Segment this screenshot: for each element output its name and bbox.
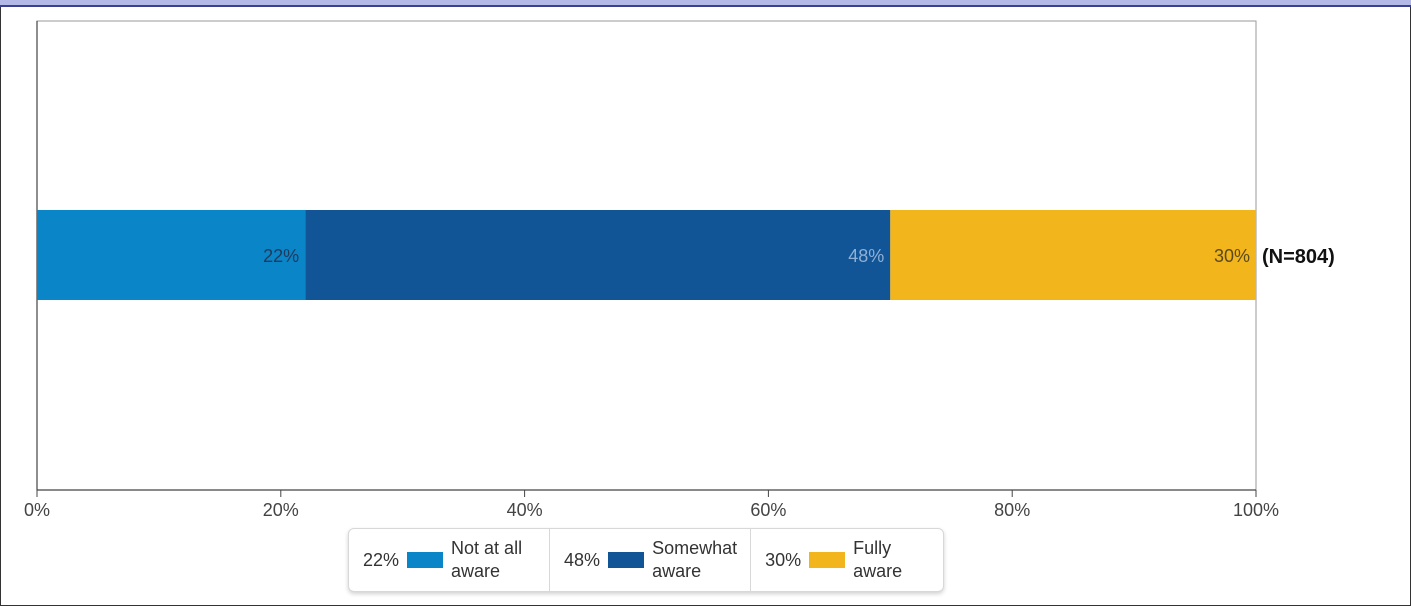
x-tick-label: 0% bbox=[24, 500, 50, 520]
legend-swatch bbox=[407, 552, 444, 568]
legend-swatch bbox=[608, 552, 645, 568]
legend-label: Not at all aware bbox=[451, 538, 523, 581]
legend-pct: 22% bbox=[363, 549, 400, 570]
data-label: 22% bbox=[263, 246, 299, 266]
legend-pct: 30% bbox=[765, 549, 802, 570]
bar-segment-not-at-all-aware bbox=[37, 210, 306, 300]
x-tick-label: 80% bbox=[994, 500, 1030, 520]
plot-area: 0% 20% 40% 60% 80% 100% 22% 48% 30% (N=804) bbox=[24, 20, 1335, 520]
top-bar bbox=[0, 0, 1411, 7]
legend-item-fully-aware: 30% Fully aware bbox=[751, 529, 951, 591]
legend-label: Somewhat aware bbox=[652, 538, 738, 581]
chart-legend: 22% Not at all aware 48% Somewhat aware … bbox=[348, 528, 944, 592]
bar-segment-somewhat-aware bbox=[305, 210, 891, 300]
x-tick-label: 100% bbox=[1233, 500, 1279, 520]
legend-pct: 48% bbox=[564, 549, 601, 570]
total-n-label: (N=804) bbox=[1262, 246, 1335, 268]
legend-swatch bbox=[809, 552, 846, 568]
legend-item-not-at-all-aware: 22% Not at all aware bbox=[349, 529, 551, 591]
x-tick-label: 20% bbox=[263, 500, 299, 520]
x-tick-label: 60% bbox=[750, 500, 786, 520]
bar-segment-fully-aware bbox=[890, 210, 1256, 300]
x-tick-label: 40% bbox=[507, 500, 543, 520]
data-label: 30% bbox=[1214, 246, 1250, 266]
data-label: 48% bbox=[848, 246, 884, 266]
legend-label: Fully aware bbox=[853, 538, 903, 581]
legend-item-somewhat-aware: 48% Somewhat aware bbox=[550, 529, 752, 591]
